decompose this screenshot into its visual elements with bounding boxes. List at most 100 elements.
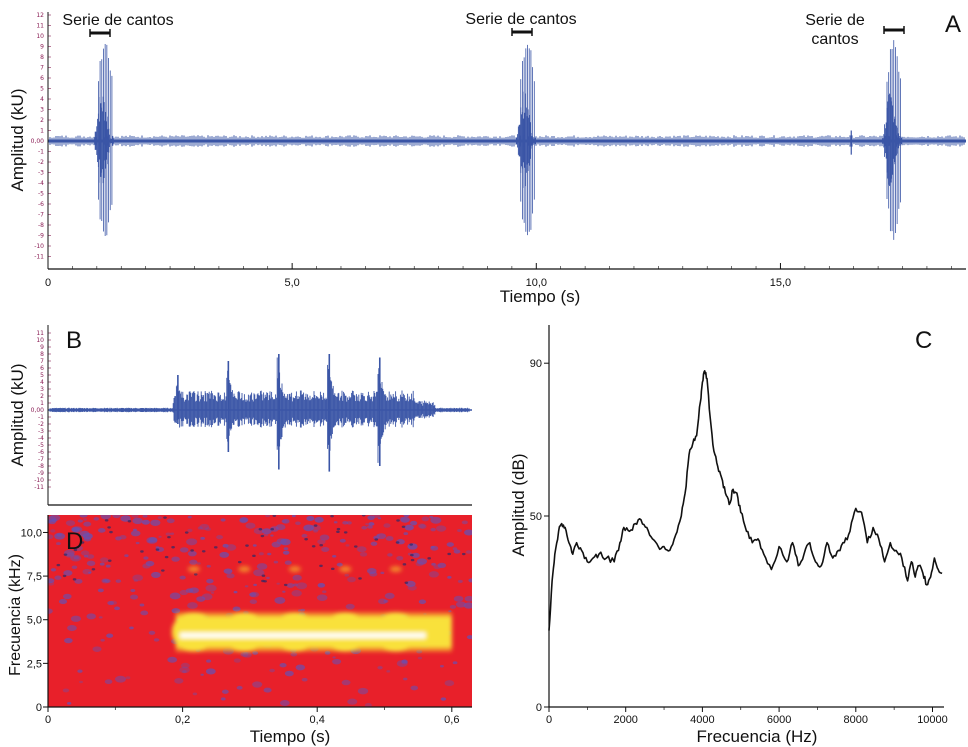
spectrogram-noise-dark (62, 574, 67, 578)
panel-a-xtick-label: 10,0 (526, 277, 547, 289)
spectrogram-noise-dark (72, 578, 77, 581)
spectrogram-noise-blob (88, 571, 92, 574)
spectrogram-noise-blob (303, 524, 315, 532)
panel-a-ytick-label: 9 (40, 44, 44, 51)
spectrogram-pulse (171, 612, 216, 652)
spectrogram-noise-blob (418, 523, 426, 529)
spectrogram-noise-dark (201, 550, 206, 553)
spectrogram-harmonic (288, 566, 301, 573)
spectrogram-noise-blob (132, 574, 144, 582)
spectrogram-noise-blob (421, 516, 430, 522)
panel-a-annotation-text: Serie de (805, 12, 865, 29)
spectrogram-noise-blob (223, 568, 233, 574)
spectrogram-noise-blob (114, 606, 120, 611)
spectrogram-noise-blob (306, 515, 315, 521)
spectrogram-noise-blob (274, 596, 286, 604)
spectrogram-noise-blob (70, 554, 82, 562)
panel-c-xtick-label: 0 (546, 714, 552, 726)
spectrogram-noise-blob (456, 601, 466, 608)
spectrogram-noise-blob (222, 543, 229, 548)
spectrogram-noise-blob (242, 651, 252, 658)
spectrogram-noise-blob (356, 546, 367, 553)
spectrogram-noise-blob (64, 637, 73, 644)
spectrogram-noise-blob (297, 609, 303, 612)
panel-a-ytick-label: 10 (36, 33, 44, 40)
panel-a-ytick-label: -6 (38, 201, 44, 208)
spectrogram-noise-blob (112, 515, 121, 519)
spectrogram-pulse (222, 612, 267, 652)
spectrogram-noise-blob (249, 592, 257, 597)
spectrogram-noise-blob (50, 518, 58, 523)
spectrogram-noise-blob (71, 565, 78, 569)
panel-a-ytick-label: 6 (40, 75, 44, 82)
spectrogram-pulse (272, 612, 317, 652)
spectrogram-noise-blob (50, 568, 57, 572)
spectrogram-noise-blob (120, 515, 131, 522)
spectrogram-noise-blob (240, 651, 249, 657)
spectrogram-noise-blob (417, 656, 423, 660)
spectrogram-noise-blob (405, 580, 416, 587)
spectrogram-noise-blob (140, 610, 149, 616)
spectrogram-noise-blob (179, 666, 190, 674)
spectrogram-noise-blob (74, 578, 83, 584)
panel-a-ytick-label: -4 (38, 180, 44, 187)
panel-a-ytick-label: -3 (38, 170, 44, 177)
panel-a-ytick-label: 3 (40, 107, 44, 114)
spectrogram-noise-dark (104, 519, 109, 522)
spectrogram-noise-blob (130, 530, 141, 537)
spectrogram-noise-blob (132, 517, 143, 525)
panel-c-xtick-label: 6000 (767, 714, 791, 726)
spectrogram-noise-blob (256, 563, 268, 570)
panel-b-ytick-label: 11 (36, 330, 44, 337)
spectrogram-noise-blob (453, 549, 461, 554)
spectrogram-noise-blob (439, 665, 444, 668)
panel-b-ytick-label: 7 (40, 358, 44, 365)
spectrogram-noise-dark (252, 554, 256, 558)
spectrogram-noise-blob (104, 579, 111, 583)
spectrogram-noise-blob (157, 516, 163, 520)
spectrogram-noise-blob (321, 546, 330, 552)
spectrogram-noise-blob (463, 529, 472, 536)
spectrogram-noise-dark (109, 530, 113, 534)
panel-d-label: D (66, 528, 83, 555)
panel-b-waveform (48, 354, 472, 472)
spectrogram-noise-dark (127, 520, 132, 523)
spectrogram-noise-blob (341, 679, 351, 686)
spectrogram-noise-blob (197, 526, 203, 530)
spectrogram-noise-blob (145, 560, 155, 567)
spectrogram-noise-blob (245, 522, 256, 529)
spectrogram-noise-blob (261, 528, 272, 535)
spectrogram-noise-blob (282, 518, 290, 524)
spectrogram-noise-dark (190, 549, 194, 552)
spectrogram-noise-blob (205, 527, 212, 532)
spectrogram-noise-dark (163, 516, 167, 519)
spectrogram-noise-blob (249, 599, 258, 605)
spectrogram-noise-blob (115, 675, 126, 683)
spectrogram-noise-blob (316, 594, 328, 601)
panel-b-ytick-label: 5 (40, 372, 44, 379)
spectrogram-noise-blob (220, 697, 226, 701)
spectrogram-noise-blob (130, 594, 139, 600)
panel-d-ylabel: Frecuencia (kHz) (7, 554, 24, 676)
spectrogram-noise-dark (410, 558, 415, 562)
spectrogram-noise-blob (282, 590, 286, 593)
spectrogram-pulse (373, 612, 418, 652)
panel-c-ytick-label: 90 (530, 358, 542, 370)
spectrogram-noise-blob (359, 552, 368, 557)
panel-b: 11109876543210,00-1-2-3-4-5-6-7-8-9-10-1… (8, 325, 472, 506)
panel-b-ytick-label: -9 (38, 470, 44, 477)
spectrogram-noise-blob (373, 535, 380, 540)
panel-b-ytick-label: -1 (38, 414, 44, 421)
spectrogram-band (171, 566, 452, 652)
panel-a-ytick-label: -7 (38, 212, 44, 219)
spectrogram-noise-dark (330, 567, 335, 571)
spectrogram-noise-blob (284, 670, 294, 677)
panel-c-xtick-label: 8000 (844, 714, 868, 726)
spectrogram-noise-blob (295, 521, 301, 525)
panel-d-ytick-label: 2,5 (27, 658, 42, 670)
spectrogram-noise-blob (104, 679, 113, 685)
panel-b-ytick-label: 3 (40, 386, 44, 393)
spectrogram-noise-blob (296, 582, 308, 590)
spectrogram-noise-blob (367, 515, 375, 521)
spectrogram-noise-dark (319, 544, 324, 547)
